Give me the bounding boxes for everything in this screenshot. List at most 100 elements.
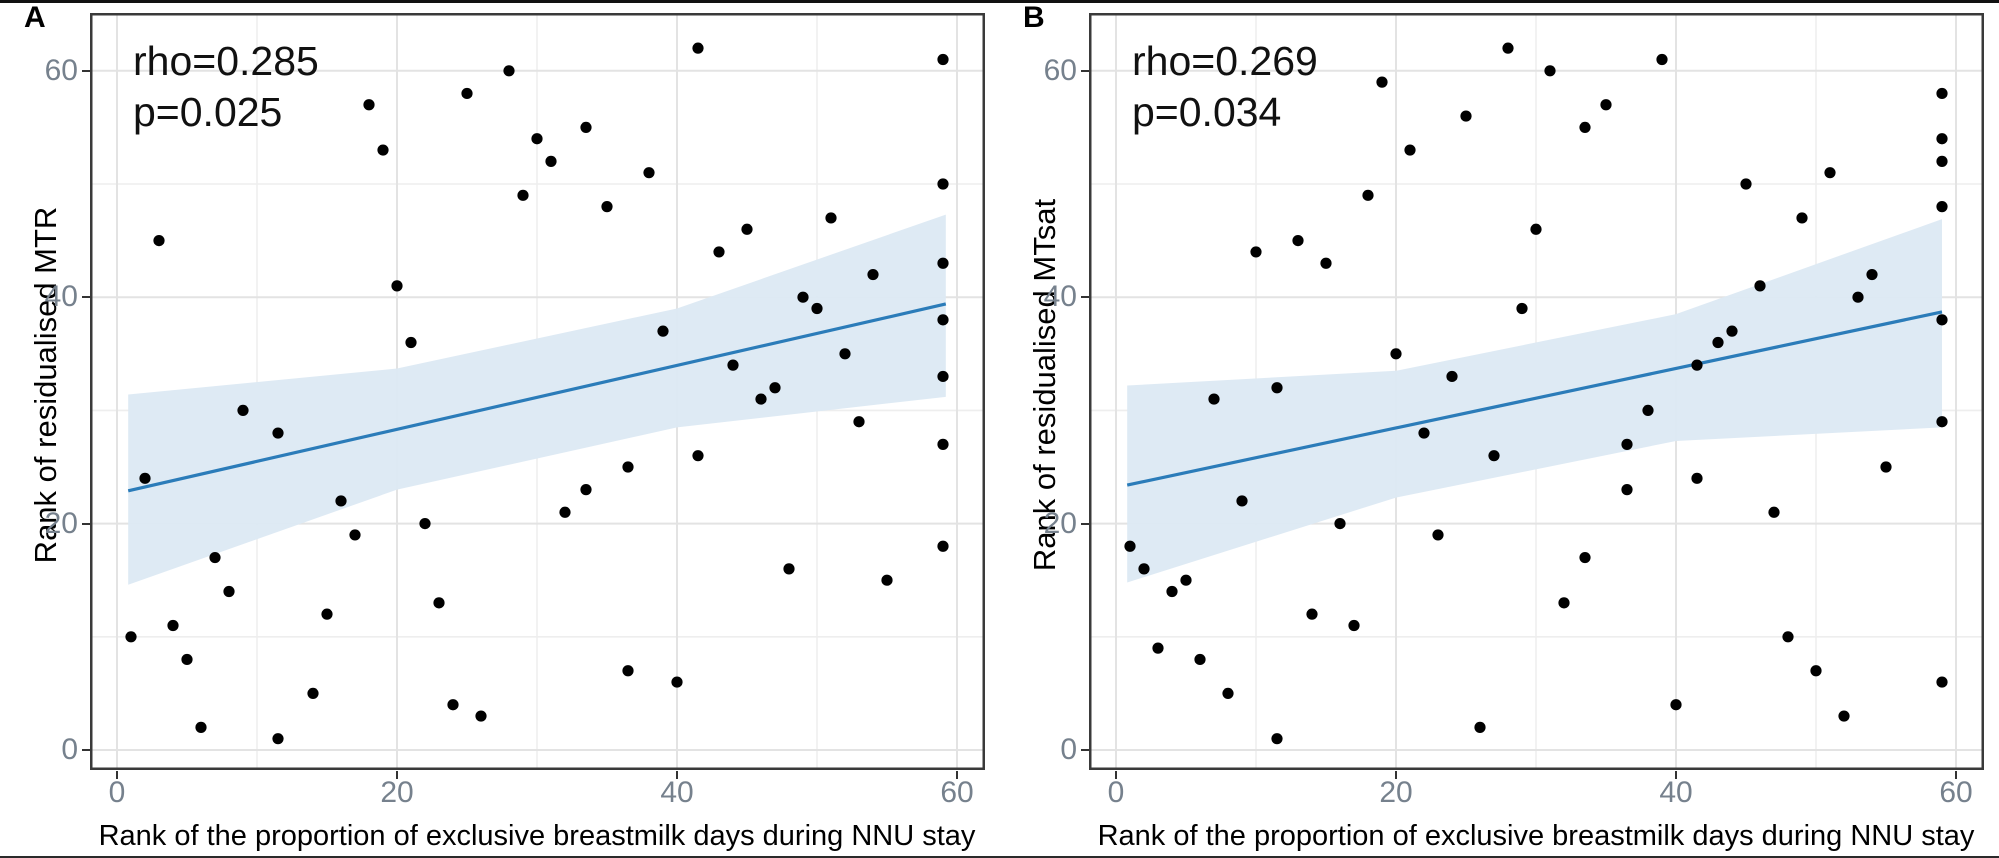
x-axis-tick-label: 20 [380, 776, 414, 809]
data-point [1180, 574, 1192, 586]
data-point [545, 155, 557, 167]
data-point [209, 551, 221, 564]
data-point [713, 246, 725, 258]
data-point [1334, 518, 1346, 530]
data-point [1362, 189, 1374, 201]
data-point [853, 416, 865, 428]
data-point [1271, 382, 1283, 394]
data-point [1194, 653, 1206, 666]
data-point [307, 687, 319, 700]
data-point [727, 359, 739, 371]
data-point [755, 393, 767, 405]
data-point [1936, 155, 1948, 167]
panel-a-x-axis-title: Rank of the proportion of exclusive brea… [98, 820, 976, 852]
data-point [1936, 676, 1948, 688]
data-point [1579, 551, 1591, 564]
x-axis-tick-mark [116, 771, 118, 779]
data-point [1544, 65, 1556, 77]
data-point [1271, 733, 1283, 745]
data-point [1418, 427, 1430, 439]
y-axis-tick-label: 0 [1060, 733, 1077, 766]
data-point [531, 133, 543, 145]
data-point [335, 495, 347, 507]
data-point [937, 370, 949, 383]
x-axis-tick-label: 20 [1379, 776, 1413, 809]
panel-b-plot-area [1089, 13, 1984, 770]
data-point [447, 699, 459, 711]
panel-b: B Rank of residualised MTsat rho=0.269 p… [999, 0, 1998, 858]
x-axis-tick-mark [1395, 771, 1397, 779]
data-point [433, 597, 445, 609]
data-point [937, 438, 949, 450]
data-point [461, 87, 473, 100]
regression-line [127, 302, 947, 493]
y-axis-tick-label: 40 [1043, 280, 1077, 314]
data-point [1460, 110, 1472, 122]
data-point [1936, 87, 1948, 100]
data-point [937, 314, 949, 326]
data-point [1621, 438, 1633, 450]
x-axis-tick-label: 0 [1107, 776, 1125, 809]
y-axis-tick-mark [82, 296, 90, 299]
x-axis-tick-mark [1955, 771, 1957, 779]
data-point [391, 280, 403, 292]
data-point [1852, 291, 1864, 303]
data-point [671, 676, 683, 688]
x-axis-tick-label: 60 [1939, 776, 1973, 809]
y-axis-tick-mark [82, 69, 90, 72]
data-point [937, 540, 949, 552]
panel-b-label: B [1023, 1, 1045, 34]
data-point [1292, 235, 1304, 247]
data-point [1502, 42, 1514, 54]
data-point [1880, 461, 1892, 473]
data-point [1838, 710, 1850, 722]
data-point [475, 710, 487, 722]
data-point [825, 212, 837, 224]
data-point [580, 121, 592, 133]
y-axis-tick-mark [82, 522, 90, 525]
y-axis-tick-label: 20 [1043, 506, 1077, 540]
data-point [1712, 336, 1724, 349]
data-point [1488, 450, 1500, 462]
data-point [167, 619, 179, 632]
data-point [692, 450, 704, 462]
data-point [1236, 495, 1248, 507]
data-point [937, 257, 949, 269]
x-axis-tick-mark [396, 771, 398, 779]
confidence-band [128, 214, 946, 585]
data-point [1670, 699, 1682, 711]
data-point [377, 144, 389, 156]
y-axis-tick-label: 60 [1043, 53, 1077, 87]
data-point [1208, 393, 1220, 405]
data-point [1138, 563, 1150, 575]
data-point [1474, 721, 1486, 733]
data-point [1691, 359, 1703, 371]
data-point [349, 529, 361, 541]
figure-top-border [0, 0, 1999, 3]
data-point [139, 472, 151, 484]
data-point [692, 42, 704, 54]
data-point [1782, 631, 1794, 643]
data-point [1446, 370, 1458, 383]
data-point [1432, 529, 1444, 541]
data-point [1166, 585, 1178, 598]
data-point [517, 189, 529, 201]
x-axis-tick-mark [1675, 771, 1677, 779]
data-point [181, 653, 193, 666]
data-point [237, 404, 249, 416]
data-point [1530, 223, 1542, 235]
data-point [881, 574, 893, 586]
panel-b-annotation: rho=0.269 p=0.034 [1132, 36, 1318, 138]
data-point [643, 167, 655, 179]
x-axis-tick-label: 40 [1659, 776, 1693, 809]
panel-a-annotation: rho=0.285 p=0.025 [133, 36, 319, 138]
data-point [1348, 619, 1360, 632]
y-axis-tick-mark [1081, 522, 1089, 525]
y-axis-tick-label: 40 [44, 280, 78, 314]
data-point [811, 302, 823, 315]
data-point [1642, 404, 1654, 416]
data-point [1810, 665, 1822, 677]
x-axis-tick-mark [1115, 771, 1117, 779]
data-point [272, 733, 284, 745]
